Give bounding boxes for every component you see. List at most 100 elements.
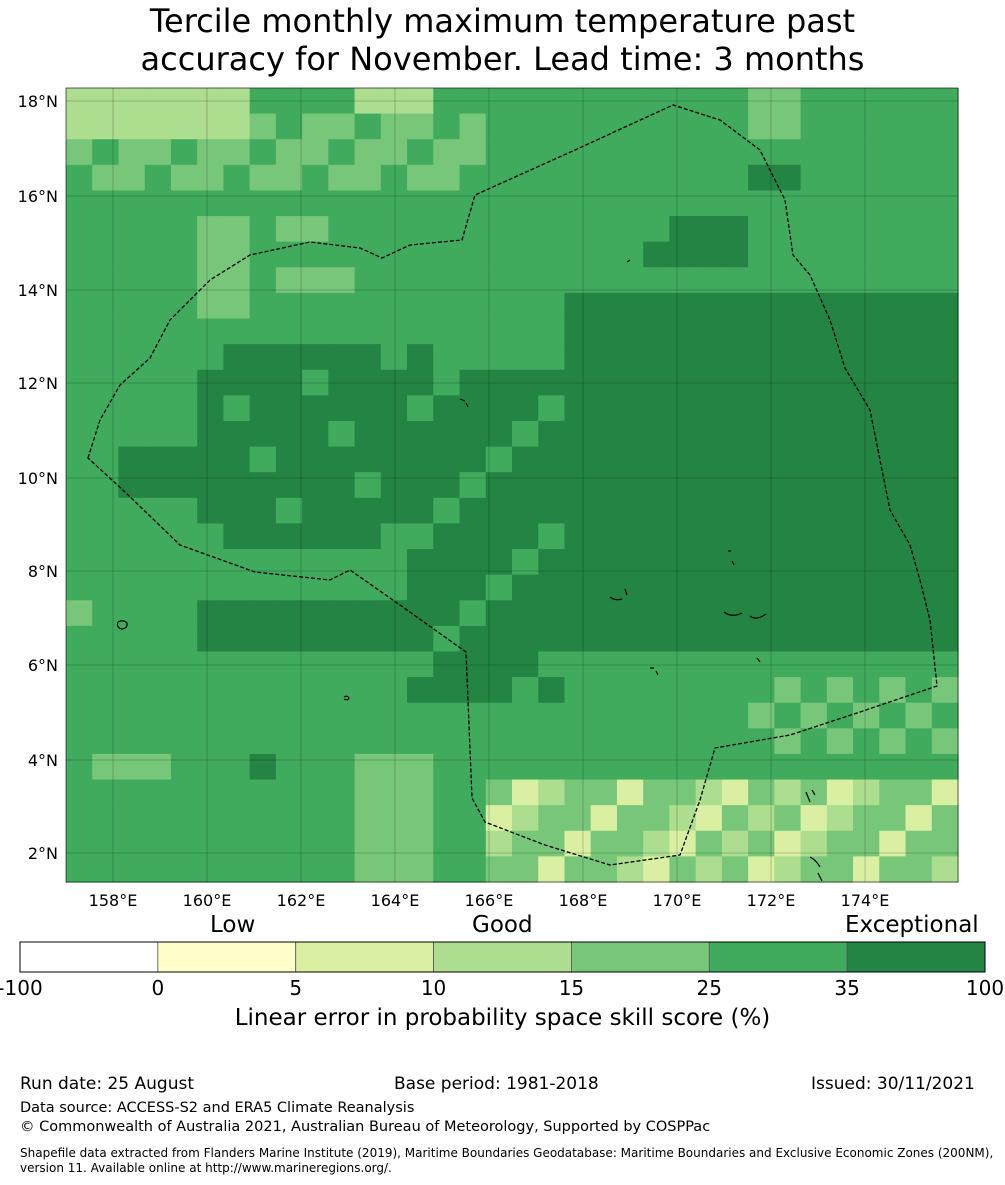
grid-cell	[669, 805, 697, 832]
grid-cell	[853, 574, 880, 601]
latitude-label: 2°N	[28, 844, 58, 863]
grid-cell	[459, 856, 487, 883]
grid-cell	[485, 574, 513, 601]
grid-cell	[92, 779, 120, 806]
grid-cell	[748, 779, 775, 806]
grid-cell	[249, 779, 277, 806]
grid-cell	[669, 600, 697, 627]
grid-cell	[144, 446, 172, 473]
grid-cell	[800, 549, 828, 576]
grid-cell	[170, 164, 198, 192]
grid-cell	[170, 190, 198, 217]
grid-cell	[853, 369, 880, 396]
run-date: Run date: 25 August	[20, 1074, 194, 1094]
grid-cell	[433, 292, 461, 320]
grid-cell	[354, 139, 382, 166]
grid-cell	[905, 549, 933, 576]
grid-cell	[302, 88, 329, 115]
grid-cell	[695, 625, 723, 653]
grid-cell	[485, 779, 513, 806]
grid-cell	[879, 625, 907, 653]
grid-cell	[170, 779, 198, 806]
grid-cell	[66, 190, 93, 217]
grid-cell	[853, 164, 880, 192]
grid-cell	[774, 677, 802, 704]
grid-cell	[590, 395, 618, 422]
grid-cell	[643, 88, 671, 115]
grid-cell	[354, 677, 382, 704]
grid-cell	[485, 139, 513, 166]
grid-cell	[275, 267, 303, 294]
grid-cell	[249, 600, 277, 627]
grid-cell	[616, 369, 644, 396]
grid-cell	[66, 164, 93, 192]
grid-cell	[905, 190, 933, 217]
grid-cell	[459, 472, 487, 499]
grid-cell	[275, 856, 303, 883]
grid-cell	[249, 446, 277, 473]
grid-cell	[380, 369, 408, 396]
grid-cell	[302, 600, 329, 627]
grid-cell	[905, 574, 933, 601]
grid-cell	[800, 472, 828, 499]
grid-cell	[826, 139, 854, 166]
grid-cell	[328, 651, 356, 678]
grid-cell	[354, 216, 382, 243]
grid-cell	[354, 625, 382, 653]
grid-cell	[538, 420, 566, 448]
grid-cell	[433, 369, 461, 396]
grid-cell	[433, 420, 461, 448]
grid-cell	[380, 779, 408, 806]
grid-cell	[748, 241, 775, 268]
grid-cell	[616, 344, 644, 371]
grid-cell	[144, 139, 172, 166]
grid-cell	[853, 216, 880, 243]
grid-cell	[275, 241, 303, 268]
grid-cell	[564, 369, 592, 396]
grid-cell	[459, 292, 487, 320]
grid-cell	[485, 830, 513, 857]
shapefile-credit-2: version 11. Available online at http://w…	[20, 1161, 392, 1175]
grid-cell	[459, 549, 487, 576]
colorbar-tick-label: 25	[696, 976, 723, 1000]
grid-cell	[144, 805, 172, 832]
grid-cell	[512, 677, 539, 704]
grid-cell	[144, 625, 172, 653]
grid-cell	[144, 292, 172, 320]
grid-cell	[695, 88, 723, 115]
grid-cell	[275, 805, 303, 832]
grid-cell	[354, 574, 382, 601]
grid-cell	[879, 856, 907, 883]
grid-cell	[66, 600, 93, 627]
grid-cell	[695, 523, 723, 550]
eez-boundary	[87, 104, 938, 866]
grid-cell	[328, 420, 356, 448]
grid-cell	[512, 420, 539, 448]
grid-cell	[800, 369, 828, 396]
grid-cell	[66, 318, 93, 345]
grid-cell	[170, 677, 198, 704]
grid-cell	[354, 779, 382, 806]
grid-cell	[380, 753, 408, 781]
grid-cell	[275, 472, 303, 499]
grid-cell	[144, 318, 172, 345]
grid-cell	[485, 216, 513, 243]
grid-cell	[249, 395, 277, 422]
grid-cell	[616, 88, 644, 115]
grid-cell	[931, 472, 959, 499]
grid-cell	[407, 216, 434, 243]
grid-cell	[249, 216, 277, 243]
grid-cell	[721, 292, 749, 320]
grid-cell	[407, 574, 434, 601]
grid-cell	[144, 472, 172, 499]
grid-cell	[485, 625, 513, 653]
grid-cell	[433, 651, 461, 678]
grid-cell	[118, 472, 146, 499]
grid-cell	[459, 677, 487, 704]
grid-cell	[144, 779, 172, 806]
grid-cell	[826, 753, 854, 781]
grid-cell	[643, 318, 671, 345]
grid-cell	[170, 856, 198, 883]
grid-cell	[853, 472, 880, 499]
grid-cell	[695, 549, 723, 576]
